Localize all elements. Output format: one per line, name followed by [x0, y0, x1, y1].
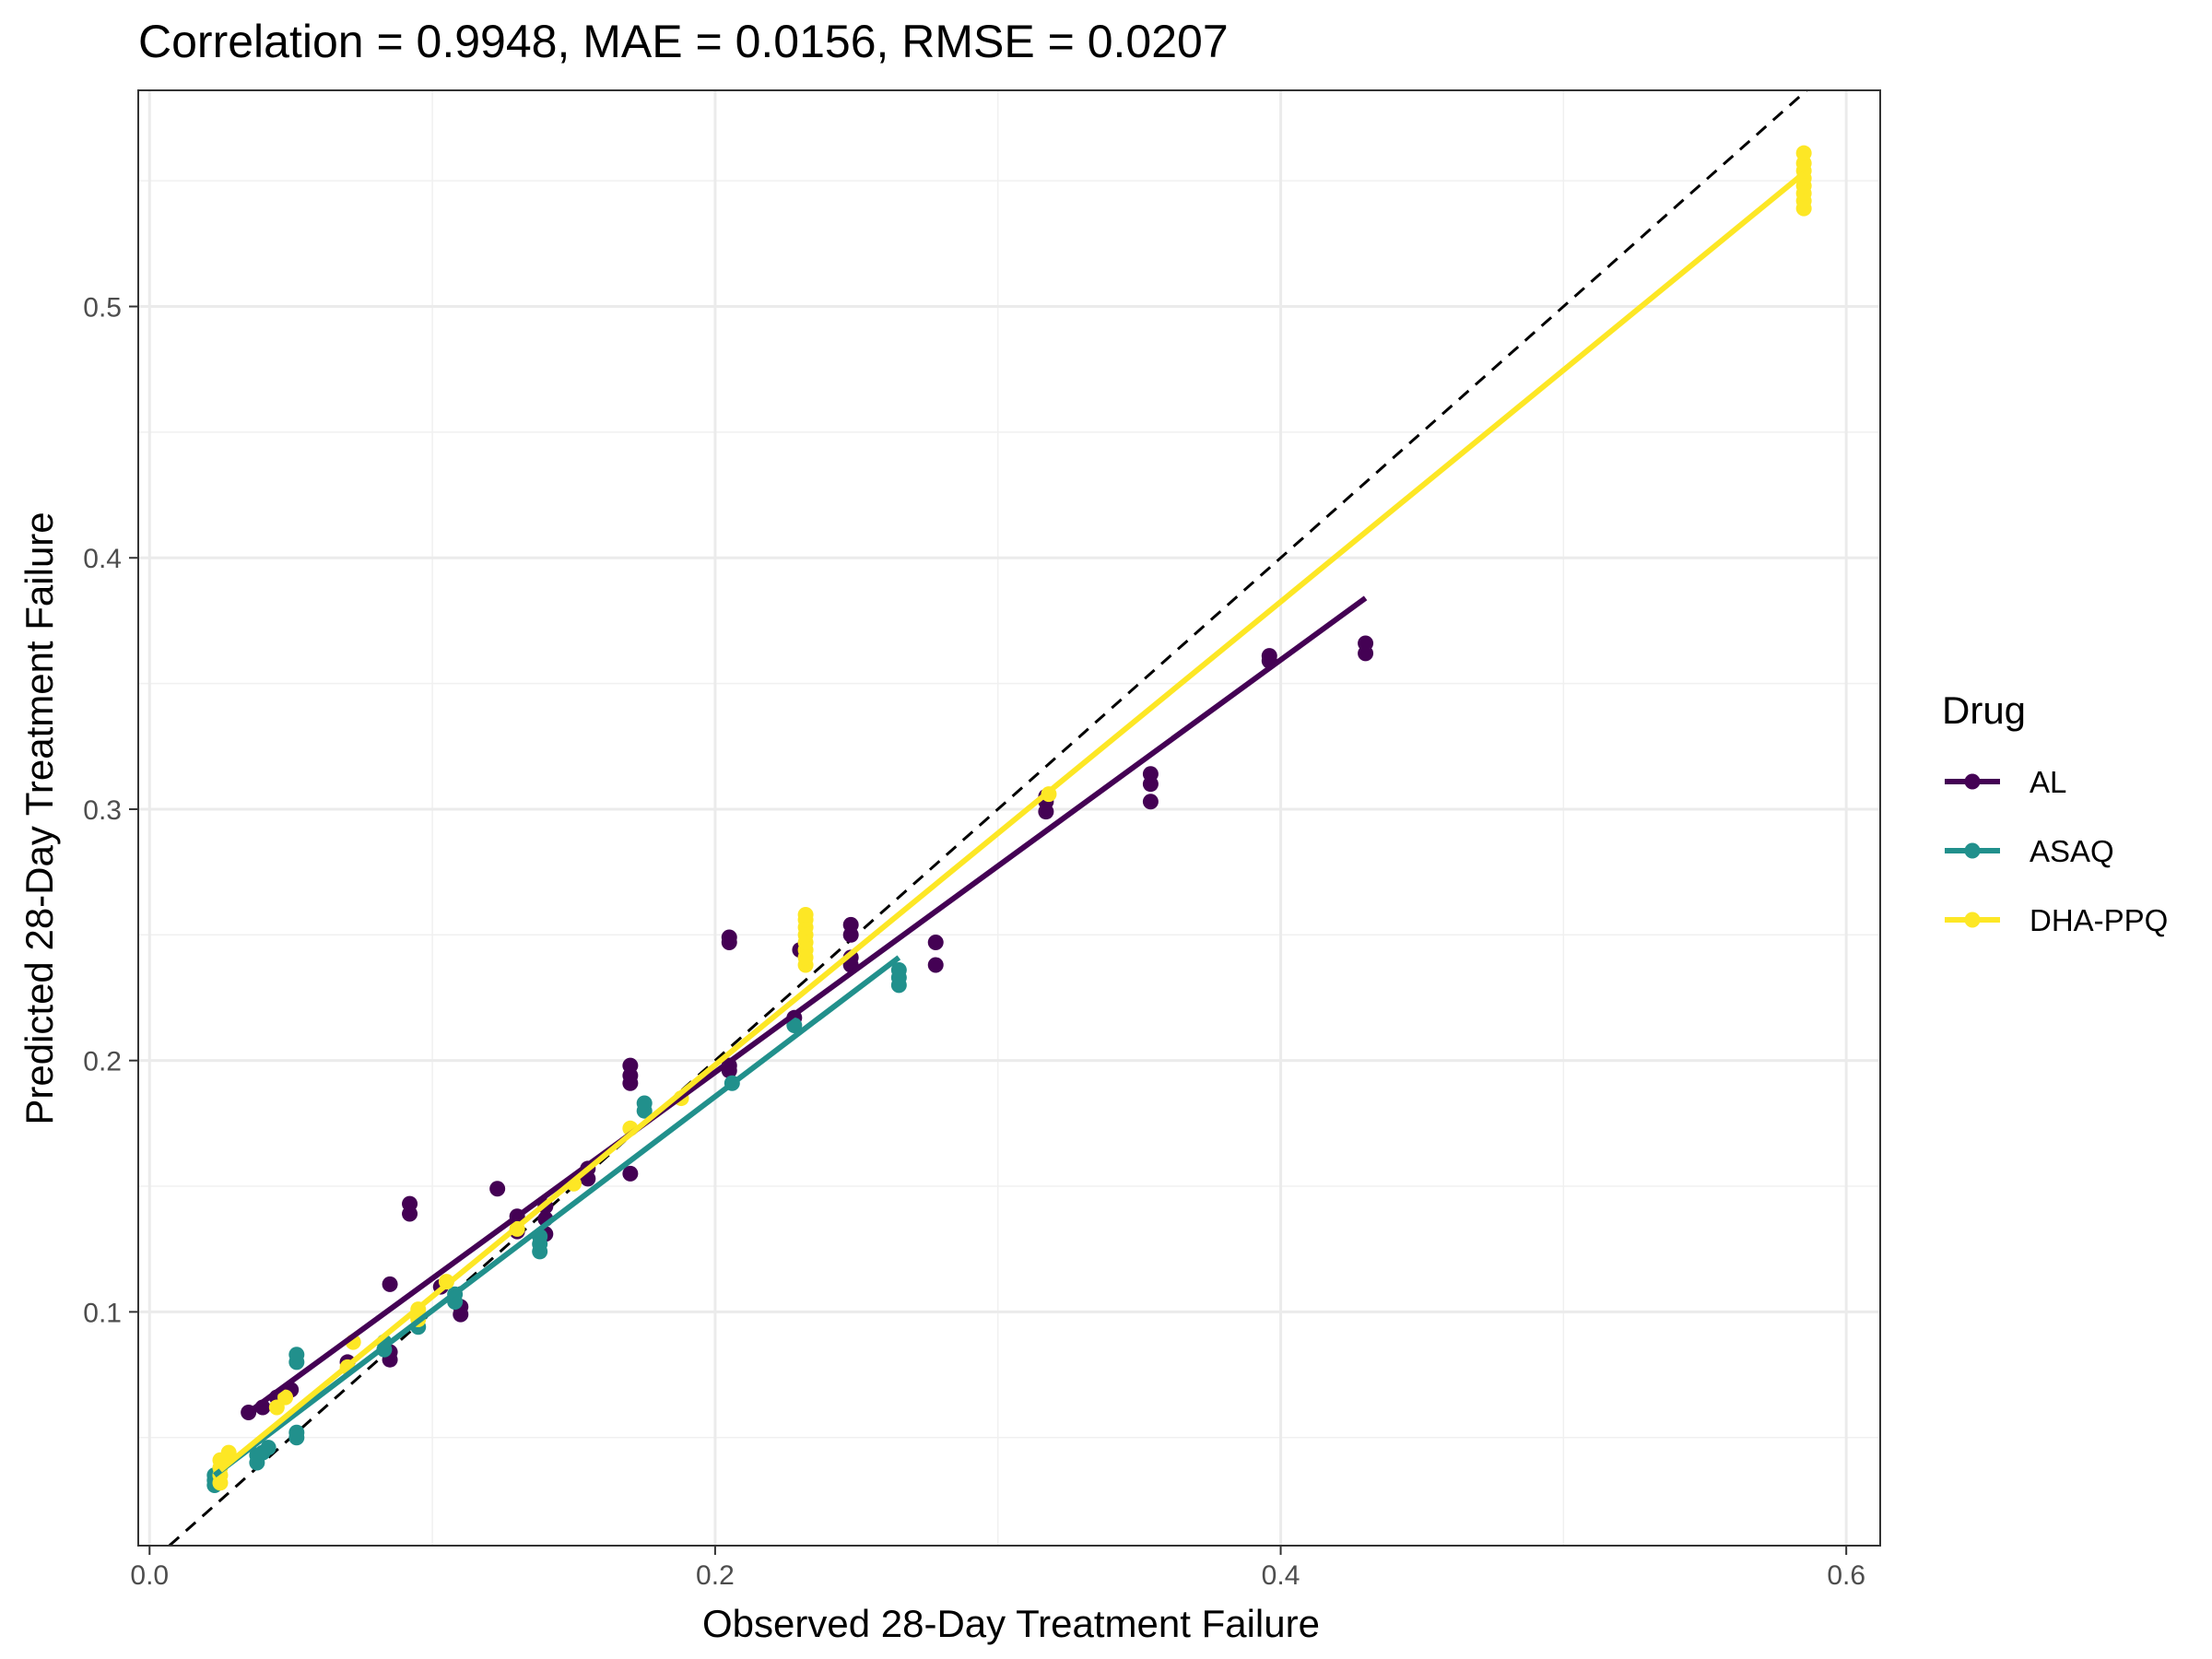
y-tick-label: 0.2 — [83, 1047, 122, 1077]
data-point — [797, 906, 814, 923]
y-tick-label: 0.4 — [83, 544, 122, 574]
fit-line-asaq — [213, 955, 901, 1478]
data-point — [402, 1195, 418, 1212]
legend-label: ASAQ — [2030, 834, 2114, 868]
data-point — [622, 1165, 639, 1182]
grid — [138, 90, 1880, 1546]
data-point — [489, 1181, 506, 1197]
legend-item-al: AL — [1945, 765, 2066, 799]
data-point — [636, 1095, 653, 1112]
data-point — [1358, 635, 1374, 652]
data-point — [382, 1276, 398, 1292]
y-tick-label: 0.3 — [83, 795, 122, 826]
plot-panel-border — [137, 89, 1881, 1547]
legend-item-asaq: ASAQ — [1945, 834, 2114, 868]
legend-label: AL — [2030, 765, 2066, 799]
data-point — [277, 1389, 294, 1406]
legend-key-point — [1964, 912, 1981, 928]
legend: Drug AL ASAQ DHA-PPQ — [1942, 688, 2168, 937]
legend-label: DHA-PPQ — [2030, 903, 2168, 937]
data-point — [1261, 648, 1277, 665]
data-point — [622, 1057, 639, 1074]
x-axis-title: Observed 28-Day Treatment Failure — [702, 1602, 1320, 1645]
data-point — [927, 957, 944, 973]
data-point — [260, 1440, 276, 1456]
data-point — [1795, 145, 1812, 161]
legend-title: Drug — [1942, 688, 2026, 732]
y-axis-title: Predicted 28-Day Treatment Failure — [18, 512, 61, 1124]
data-point — [786, 1017, 803, 1033]
chart-title: Correlation = 0.9948, MAE = 0.0156, RMSE… — [138, 16, 1229, 67]
data-point — [288, 1424, 305, 1441]
legend-item-dha-ppq: DHA-PPQ — [1945, 903, 2168, 937]
y-tick-label: 0.5 — [83, 293, 122, 324]
x-tick-label: 0.6 — [1827, 1560, 1865, 1591]
fit-line-al — [246, 595, 1368, 1415]
data-point — [721, 929, 737, 946]
data-point — [842, 916, 859, 933]
legend-key-point — [1964, 773, 1981, 790]
data-point — [288, 1347, 305, 1363]
data-point — [927, 934, 944, 950]
y-tick-label: 0.1 — [83, 1298, 122, 1328]
x-tick-label: 0.4 — [1262, 1560, 1300, 1591]
x-tick-label: 0.0 — [130, 1560, 169, 1591]
plot-background — [138, 90, 1880, 1546]
axes: 0.0 0.2 0.4 0.6 0.1 0.2 0.3 0.4 0.5 — [83, 293, 1865, 1591]
fit-line-dha-ppq — [218, 171, 1806, 1473]
data-point — [1142, 794, 1159, 810]
data-point — [1142, 766, 1159, 782]
legend-key-point — [1964, 842, 1981, 859]
series-layer — [206, 145, 1812, 1494]
data-point — [890, 961, 907, 978]
x-tick-label: 0.2 — [696, 1560, 735, 1591]
